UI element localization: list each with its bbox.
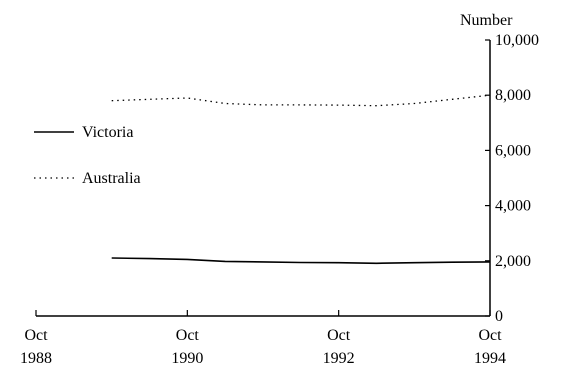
series-line-australia	[111, 94, 491, 107]
chart-series	[111, 94, 491, 265]
chart-legend: Victoria Australia	[34, 124, 141, 187]
y-tick-label: 6,000	[495, 142, 531, 159]
y-tick-label: 10,000	[495, 32, 539, 49]
y-tick-label: 0	[495, 308, 503, 325]
series-line-victoria	[111, 257, 491, 265]
y-tick-label: 8,000	[495, 87, 531, 104]
y-axis-title: Number	[460, 12, 513, 29]
y-tick-label: 2,000	[495, 253, 531, 270]
legend-label-australia: Australia	[82, 170, 141, 187]
chart-axes: 0 2,000 4,000 6,000 8,000 10,000 Number Oct 1988…	[20, 12, 539, 367]
x-tick-label-month: Oct	[176, 327, 200, 344]
x-tick-label-year: 1992	[323, 350, 355, 367]
y-tick-label: 4,000	[495, 198, 531, 215]
x-tick-label-month: Oct	[478, 327, 502, 344]
x-tick-label-year: 1994	[474, 350, 506, 367]
x-tick-label-year: 1988	[20, 350, 52, 367]
x-tick-label-month: Oct	[327, 327, 351, 344]
legend-label-victoria: Victoria	[82, 124, 133, 141]
x-tick-label-year: 1990	[171, 350, 203, 367]
x-tick-label-month: Oct	[24, 327, 48, 344]
